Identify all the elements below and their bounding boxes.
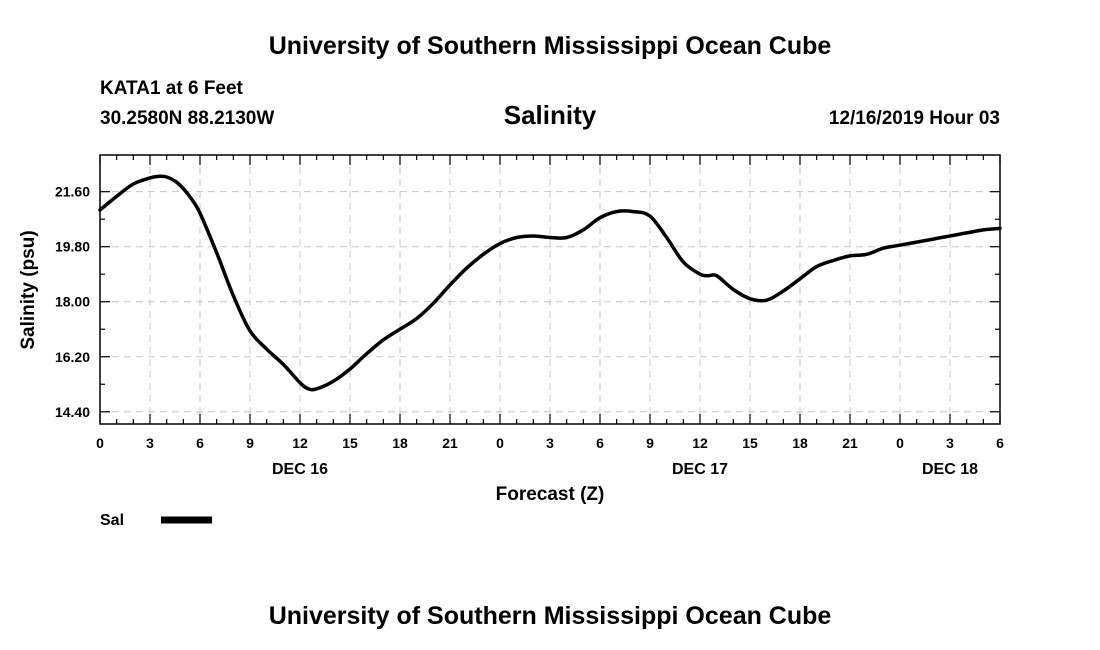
x-tick-label: 6 xyxy=(596,435,604,451)
y-tick-label: 21.60 xyxy=(55,184,90,200)
axis-ticks xyxy=(99,155,1001,424)
x-tick-label: 18 xyxy=(792,435,808,451)
tick-labels: 14.40 16.20 18.00 19.80 21.60 0 3 6 9 12 15 18 21 0 3 6… xyxy=(55,184,1004,478)
x-tick-label: 21 xyxy=(842,435,858,451)
x-tick-label: 3 xyxy=(946,435,954,451)
footer-org-title: University of Southern Mississippi Ocean… xyxy=(269,602,832,630)
x-tick-label: 0 xyxy=(96,435,104,451)
y-tick-label: 19.80 xyxy=(55,239,90,255)
x-tick-label: 0 xyxy=(496,435,504,451)
date-label: DEC 17 xyxy=(672,461,728,478)
date-label: DEC 18 xyxy=(922,461,978,478)
x-tick-label: 12 xyxy=(292,435,308,451)
grid-lines xyxy=(100,155,1000,424)
datetime-label: 12/16/2019 Hour 03 xyxy=(829,108,1000,129)
coordinates-label: 30.2580N 88.2130W xyxy=(100,108,274,129)
x-tick-label: 3 xyxy=(146,435,154,451)
station-label: KATA1 at 6 Feet xyxy=(100,78,244,99)
series-layer xyxy=(98,174,1002,392)
x-tick-label: 9 xyxy=(646,435,654,451)
x-tick-label: 15 xyxy=(742,435,758,451)
x-tick-label: 0 xyxy=(896,435,904,451)
x-tick-label: 3 xyxy=(546,435,554,451)
y-axis-label: Salinity (psu) xyxy=(18,230,39,349)
x-tick-label: 18 xyxy=(392,435,408,451)
x-tick-label: 6 xyxy=(996,435,1004,451)
header-org-title: University of Southern Mississippi Ocean… xyxy=(269,32,832,60)
chart-title: Salinity xyxy=(504,100,597,130)
y-tick-label: 16.20 xyxy=(55,349,90,365)
legend-label: Sal xyxy=(100,512,124,529)
x-tick-label: 9 xyxy=(246,435,254,451)
y-tick-label: 14.40 xyxy=(55,404,90,420)
x-tick-label: 6 xyxy=(196,435,204,451)
date-label: DEC 16 xyxy=(272,461,328,478)
series-line-sal xyxy=(98,174,1002,392)
x-axis-label: Forecast (Z) xyxy=(496,484,605,505)
x-tick-label: 15 xyxy=(342,435,358,451)
x-tick-label: 21 xyxy=(442,435,458,451)
y-tick-label: 18.00 xyxy=(55,294,90,310)
x-tick-label: 12 xyxy=(692,435,708,451)
